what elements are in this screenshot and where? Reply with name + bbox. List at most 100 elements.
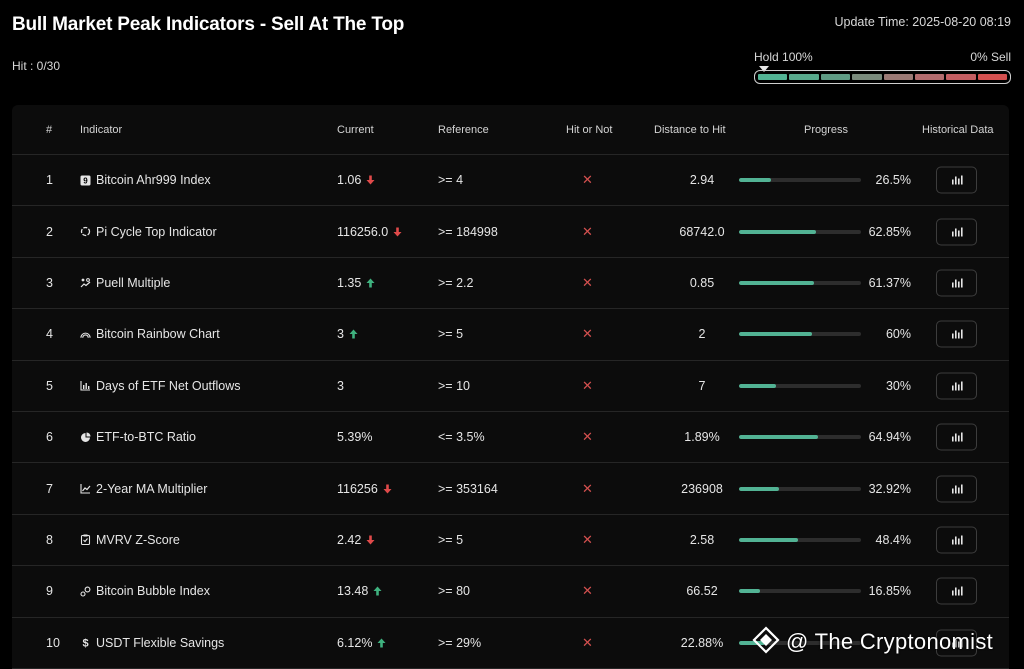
row-number: 5	[46, 378, 53, 393]
update-time: Update Time: 2025-08-20 08:19	[834, 15, 1011, 29]
svg-text:$: $	[82, 638, 88, 649]
progress-percent: 48.4%	[875, 532, 911, 547]
progress-percent: 62.85%	[868, 224, 911, 239]
current-value-cell: 1.06	[337, 173, 375, 187]
historical-data-button[interactable]	[936, 320, 977, 348]
col-current: Current	[337, 124, 374, 136]
meter-segment	[977, 74, 1007, 80]
col-historical: Historical Data	[922, 124, 994, 136]
row-number: 3	[46, 275, 53, 290]
indicator-name-cell[interactable]: ETF-to-BTC Ratio	[80, 430, 196, 444]
historical-data-button[interactable]	[936, 372, 977, 400]
progress-bar	[739, 229, 861, 234]
historical-data-button[interactable]	[936, 577, 977, 605]
svg-text:9: 9	[83, 176, 88, 185]
meter-segment	[883, 74, 913, 80]
table-header: # Indicator Current Reference Hit or Not…	[12, 105, 1009, 155]
indicator-name-cell[interactable]: Days of ETF Net Outflows	[80, 379, 240, 393]
trend-down-icon	[383, 484, 392, 494]
historical-data-button[interactable]	[936, 166, 977, 194]
indicator-name-cell[interactable]: Bitcoin Bubble Index	[80, 584, 210, 598]
trend-up-icon	[373, 586, 382, 596]
bar-chart-icon	[951, 277, 963, 288]
table-row: 2 Pi Cycle Top Indicator 116256.0 >= 184998…	[12, 206, 1009, 258]
trend-down-icon	[366, 175, 375, 185]
historical-data-button[interactable]	[936, 423, 977, 451]
progress-bar	[739, 178, 861, 183]
not-hit-icon: ✕	[582, 583, 593, 599]
progress-percent: 30%	[885, 378, 911, 393]
indicator-name-cell[interactable]: Bitcoin Rainbow Chart	[80, 327, 220, 341]
indicator-name: Bitcoin Ahr999 Index	[96, 173, 211, 188]
reference-value: <= 3.5%	[438, 430, 485, 445]
table-row: 3 Puell Multiple 1.35 >= 2.2 ✕ 0.85 61.37%	[12, 258, 1009, 310]
reference-value: >= 10	[438, 378, 470, 393]
distance-to-hit: 66.52	[686, 584, 718, 599]
current-value: 2.42	[337, 532, 362, 547]
progress-fill	[739, 589, 760, 594]
indicator-name-cell[interactable]: Puell Multiple	[80, 276, 170, 290]
reference-value: >= 29%	[438, 635, 482, 650]
bar-chart-icon	[951, 329, 963, 340]
table-row: 8 MVRV Z-Score 2.42 >= 5 ✕ 2.58 48.4%	[12, 515, 1009, 567]
historical-data-button[interactable]	[936, 475, 977, 503]
indicator-name-cell[interactable]: 9 Bitcoin Ahr999 Index	[80, 173, 211, 187]
indicator-name-cell[interactable]: $ USDT Flexible Savings	[80, 636, 224, 650]
reference-value: >= 80	[438, 584, 470, 599]
sentiment-meter	[754, 70, 1011, 84]
progress-bar	[739, 589, 861, 594]
current-value-cell: 6.12%	[337, 636, 386, 650]
not-hit-icon: ✕	[582, 172, 593, 188]
historical-data-button[interactable]	[936, 218, 977, 246]
progress-fill	[739, 178, 772, 183]
progress-percent: 60%	[885, 327, 911, 342]
bar-chart-icon	[951, 586, 963, 597]
indicator-name-cell[interactable]: Pi Cycle Top Indicator	[80, 225, 217, 239]
sell-label: 0% Sell	[970, 50, 1011, 64]
table-row: 4 Bitcoin Rainbow Chart 3 >= 5 ✕ 2 60%	[12, 309, 1009, 361]
current-value: 6.12%	[337, 635, 373, 650]
not-hit-icon: ✕	[582, 634, 593, 650]
bar-chart-icon	[951, 380, 963, 391]
distance-to-hit: 68742.0	[679, 224, 725, 239]
current-value-cell: 5.39%	[337, 430, 372, 444]
hold-label: Hold 100%	[754, 50, 813, 64]
row-number: 4	[46, 327, 53, 342]
bar-chart-icon	[80, 380, 91, 391]
not-hit-icon: ✕	[582, 480, 593, 496]
distance-to-hit: 236908	[681, 481, 723, 496]
indicator-name: Bitcoin Bubble Index	[96, 584, 210, 599]
indicator-name-cell[interactable]: MVRV Z-Score	[80, 533, 180, 547]
meter-segment	[820, 74, 851, 80]
table-row: 9 Bitcoin Bubble Index 13.48 >= 80 ✕ 66.52 16.…	[12, 566, 1009, 618]
progress-fill	[739, 280, 814, 285]
progress-bar	[739, 486, 861, 491]
progress-bar	[739, 640, 861, 645]
current-value-cell: 1.35	[337, 276, 375, 290]
current-value: 3	[337, 378, 344, 393]
table-row: 5 Days of ETF Net Outflows 3 >= 10 ✕ 7 30%	[12, 361, 1009, 412]
distance-to-hit: 1.89%	[684, 430, 720, 445]
indicators-table: # Indicator Current Reference Hit or Not…	[12, 105, 1009, 669]
cryptonomist-logo-icon	[752, 625, 780, 659]
col-hit: Hit or Not	[566, 124, 613, 136]
row-number: 1	[46, 173, 53, 188]
reference-value: >= 353164	[438, 481, 498, 496]
not-hit-icon: ✕	[582, 531, 593, 547]
indicator-name: Pi Cycle Top Indicator	[96, 224, 217, 239]
meter-segment	[758, 74, 788, 80]
not-hit-icon: ✕	[582, 274, 593, 290]
indicator-name-cell[interactable]: 2-Year MA Multiplier	[80, 482, 207, 496]
trend-up-icon	[366, 278, 375, 288]
watermark-text: @ The Cryptonomist	[786, 629, 994, 654]
row-number: 2	[46, 224, 53, 239]
historical-data-button[interactable]	[936, 526, 977, 554]
historical-data-button[interactable]	[936, 629, 977, 657]
current-value-cell: 13.48	[337, 584, 382, 598]
distance-to-hit: 2	[698, 327, 706, 342]
historical-data-button[interactable]	[936, 269, 977, 297]
trend-down-icon	[366, 535, 375, 545]
indicator-name: Bitcoin Rainbow Chart	[96, 327, 220, 342]
progress-bar	[739, 435, 861, 440]
meter-pointer-icon	[759, 66, 769, 72]
